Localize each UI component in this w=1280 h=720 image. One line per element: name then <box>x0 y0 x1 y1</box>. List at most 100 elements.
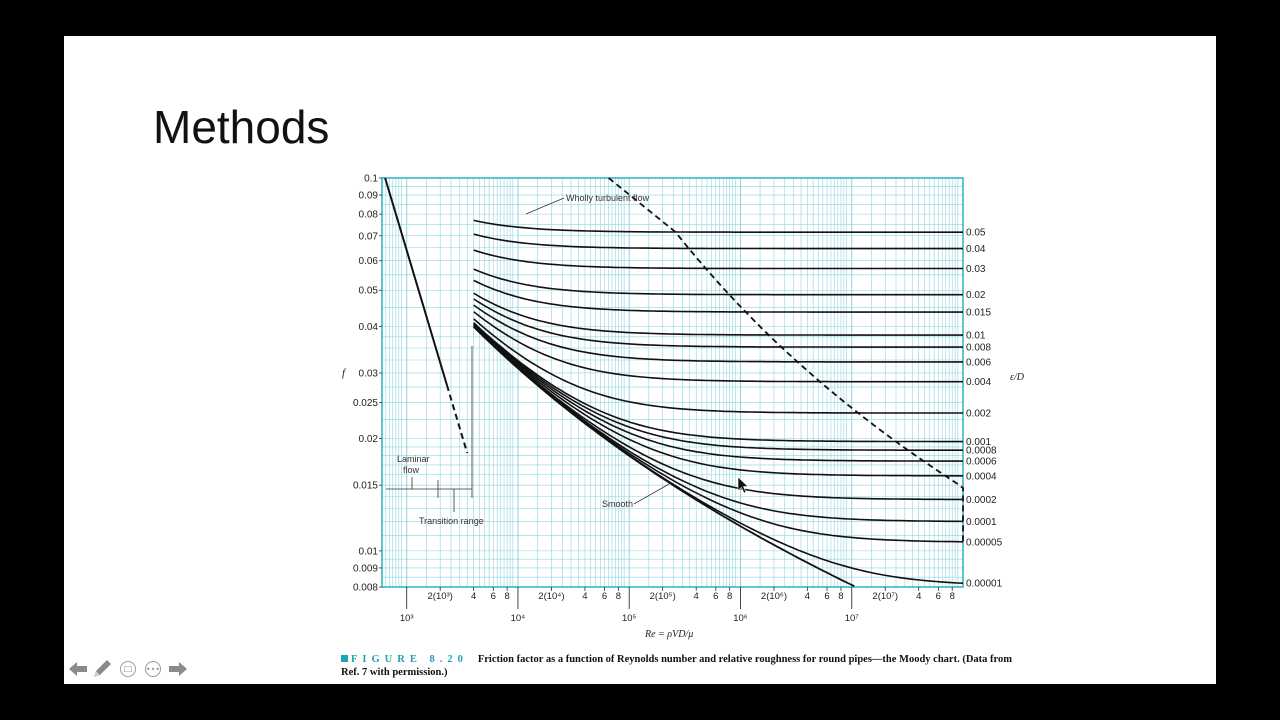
x-tick-label: 2(10³) <box>428 591 453 602</box>
axis-ticks <box>379 177 953 609</box>
roughness-curve <box>473 325 964 543</box>
x-tick-label: 4 <box>916 591 921 602</box>
x-tick-label: 8 <box>616 591 621 602</box>
y-tick-label: 0.08 <box>359 210 379 221</box>
y-tick-label: 0.1 <box>364 174 378 185</box>
roughness-label: 0.05 <box>966 228 986 239</box>
roughness-curve <box>473 268 963 296</box>
smooth-label: Smooth <box>602 499 633 509</box>
roughness-curve <box>473 323 963 462</box>
y-tick-label: 0.02 <box>359 434 379 445</box>
more-icon[interactable]: ••• <box>141 657 165 681</box>
roughness-label: 0.0002 <box>966 495 997 506</box>
roughness-label: 0.02 <box>966 290 986 301</box>
x-tick-label: 4 <box>582 591 587 602</box>
x-tick-label: 6 <box>491 591 496 602</box>
x-tick-label: 8 <box>505 591 510 602</box>
transition-label: Transition range <box>419 516 484 526</box>
mouse-cursor-icon <box>737 476 749 494</box>
x-tick-label: 6 <box>824 591 829 602</box>
wholly-turbulent-label: Wholly turbulent flow <box>566 193 650 203</box>
wholly-turbulent-boundary <box>608 177 964 543</box>
x-tick-label: 4 <box>805 591 810 602</box>
roughness-curve <box>473 318 963 414</box>
roughness-axis-label: ε/D <box>1010 372 1025 383</box>
y-tick-label: 0.008 <box>353 583 378 594</box>
x-tick-label: 8 <box>838 591 843 602</box>
roughness-curve <box>473 324 963 477</box>
figure-tag: FIGURE 8.20 <box>351 654 468 665</box>
roughness-curve <box>473 279 963 313</box>
pen-icon[interactable] <box>90 657 114 681</box>
y-tick-label: 0.01 <box>359 546 379 557</box>
slide-title: Methods <box>153 101 330 153</box>
roughness-curve <box>473 298 963 348</box>
x-major-label: 10⁴ <box>511 613 526 624</box>
y-tick-label: 0.009 <box>353 563 378 574</box>
roughness-label: 0.00005 <box>966 537 1003 548</box>
x-major-label: 10⁷ <box>845 613 860 624</box>
roughness-curve <box>473 304 963 363</box>
arrow-left-icon[interactable] <box>66 657 90 681</box>
slides-icon[interactable] <box>116 657 140 681</box>
roughness-label: 0.03 <box>966 264 986 275</box>
laminar-label-2: flow <box>403 465 420 475</box>
roughness-curve <box>473 292 963 336</box>
x-major-label: 10⁵ <box>622 613 637 624</box>
roughness-label: 0.004 <box>966 377 991 388</box>
roughness-label: 0.008 <box>966 343 991 354</box>
y-tick-label: 0.05 <box>359 286 379 297</box>
slide: Methods 0.1 0.09 0.08 0.07 0.06 0.05 0.04 0.03 0… <box>64 36 1216 684</box>
laminar-label-1: Laminar <box>397 454 430 464</box>
roughness-label: 0.0008 <box>966 446 997 457</box>
labels: 0.1 0.09 0.08 0.07 0.06 0.05 0.04 0.03 0.025 0.02… <box>353 174 1003 625</box>
figure-caption: FIGURE 8.20 Friction factor as a function… <box>341 653 1021 679</box>
x-tick-label: 2(10⁴) <box>538 591 564 602</box>
roughness-curve <box>473 219 963 233</box>
x-tick-label: 8 <box>727 591 732 602</box>
roughness-label: 0.015 <box>966 308 991 319</box>
x-tick-label: 6 <box>936 591 941 602</box>
x-tick-label: 4 <box>694 591 699 602</box>
laminar-extension-line <box>445 384 469 454</box>
roughness-label: 0.001 <box>966 437 991 448</box>
y-axis-label: f <box>342 367 347 379</box>
x-tick-label: 6 <box>713 591 718 602</box>
wholly-turbulent-leader <box>525 197 565 215</box>
x-tick-label: 2(10⁵) <box>650 591 676 602</box>
smooth-curve <box>473 326 855 588</box>
roughness-label: 0.0001 <box>966 517 997 528</box>
roughness-label: 0.00001 <box>966 579 1003 590</box>
y-tick-label: 0.03 <box>359 368 379 379</box>
smooth-leader <box>633 483 670 505</box>
x-tick-label: 2(10⁶) <box>761 591 787 602</box>
laminar-line <box>384 177 448 386</box>
x-tick-label: 2(10⁷) <box>872 591 898 602</box>
x-axis-label: Re = ρVD/μ <box>644 629 693 640</box>
roughness-label: 0.006 <box>966 357 991 368</box>
roughness-curve <box>473 311 963 383</box>
x-tick-label: 6 <box>602 591 607 602</box>
arrow-right-icon[interactable] <box>166 657 190 681</box>
x-tick-label: 4 <box>471 591 476 602</box>
caption-text: Friction factor as a function of Reynold… <box>341 654 1012 678</box>
roughness-label: 0.002 <box>966 409 991 420</box>
x-tick-label: 8 <box>950 591 955 602</box>
roughness-label: 0.01 <box>966 331 986 342</box>
roughness-curve <box>473 322 963 451</box>
roughness-curve <box>473 325 963 501</box>
y-tick-label: 0.06 <box>359 256 379 267</box>
roughness-label: 0.04 <box>966 244 986 255</box>
roughness-label: 0.0006 <box>966 457 997 468</box>
y-tick-label: 0.025 <box>353 398 378 409</box>
y-tick-label: 0.015 <box>353 481 378 492</box>
roughness-curve <box>473 249 963 270</box>
roughness-curve <box>473 233 963 250</box>
roughness-curve <box>473 322 963 443</box>
y-tick-label: 0.09 <box>359 191 379 202</box>
y-tick-label: 0.04 <box>359 322 379 333</box>
moody-chart: 0.1 0.09 0.08 0.07 0.06 0.05 0.04 0.03 0.025 0.02… <box>342 174 1025 641</box>
caption-square-icon <box>341 655 348 662</box>
curves <box>384 177 964 588</box>
x-major-label: 10⁶ <box>733 613 748 624</box>
